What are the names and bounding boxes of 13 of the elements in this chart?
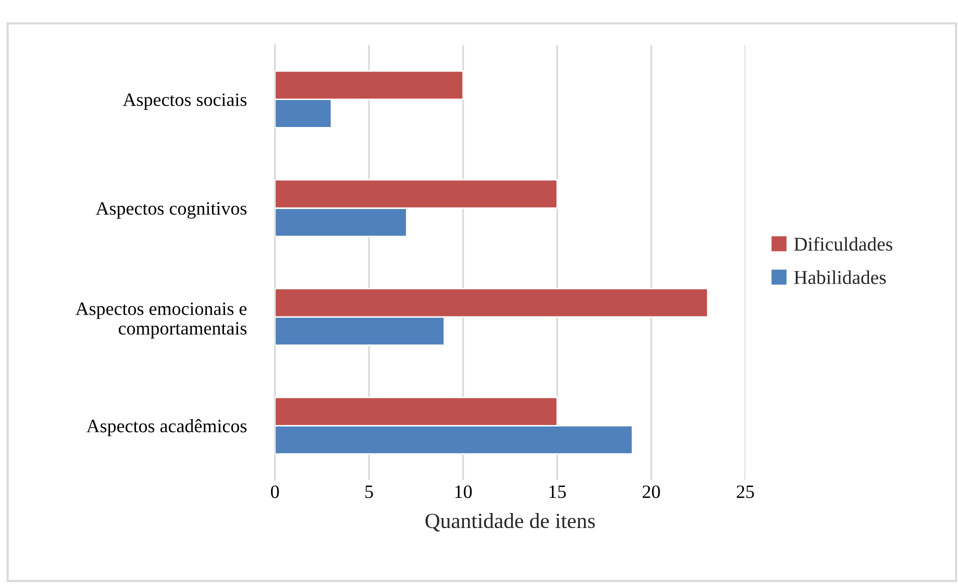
x-axis-title: Quantidade de itens	[426, 513, 595, 532]
x-tick-label: 15	[549, 486, 566, 498]
x-tick-label: 0	[270, 485, 279, 498]
x-tick-label: 5	[365, 486, 373, 498]
y-tick-label: Aspectos cognitivos	[96, 202, 246, 219]
y-tick-label: Aspectos acadêmicos	[86, 419, 246, 436]
y-tick-label: Aspectos sociais	[122, 93, 246, 110]
legend-label: Dificuldades	[794, 236, 892, 251]
x-tick-label: 20	[642, 485, 660, 498]
x-tick-label: 10	[455, 485, 472, 498]
x-tick-label: 25	[736, 486, 754, 498]
legend-label: Habilidades	[794, 270, 886, 284]
y-tick-label: Aspectos emocionais e comportamentais	[76, 302, 247, 338]
